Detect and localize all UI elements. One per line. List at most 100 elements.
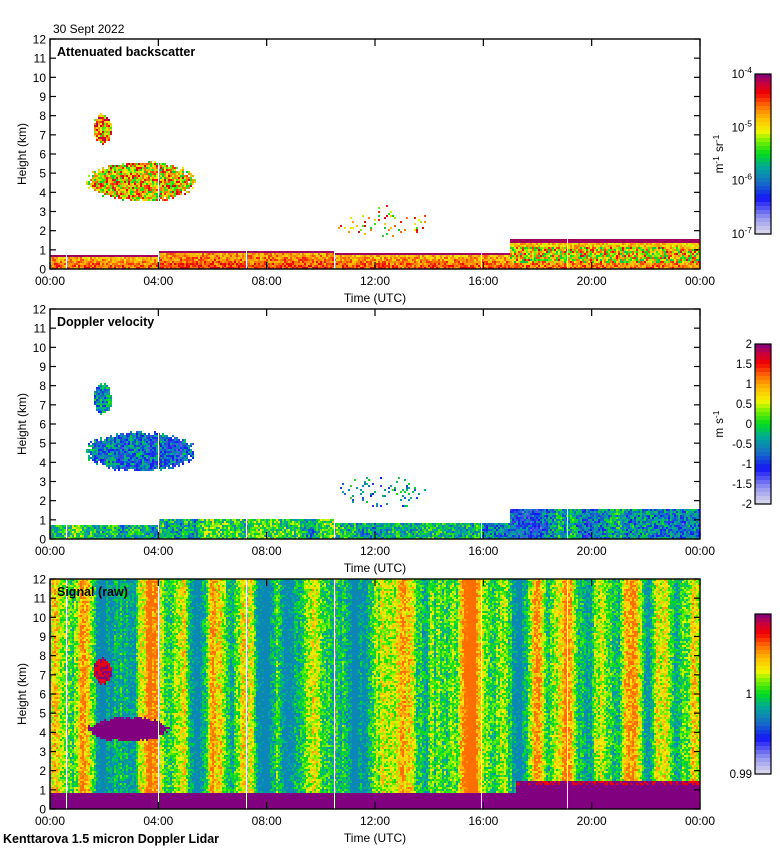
colorbar-swatch [755, 480, 771, 485]
x-tick-label: 08:00 [252, 544, 282, 558]
colorbar-swatch [755, 360, 771, 365]
x-tick-label: 16:00 [468, 544, 498, 558]
y-tick-label: 6 [39, 148, 46, 162]
colorbar-swatch [755, 210, 771, 215]
colorbar-swatch [755, 162, 771, 167]
colorbar-swatch [755, 766, 771, 771]
colorbar-swatch [755, 364, 771, 369]
backscatter-panel: Attenuated backscatter012345678910111200… [15, 33, 772, 305]
unit-exponent: -1 [711, 134, 721, 142]
colorbar-swatch [755, 174, 771, 179]
colorbar-swatch [755, 182, 771, 187]
y-tick-label: 9 [39, 90, 46, 104]
colorbar-swatch [755, 86, 771, 91]
colorbar-swatch [755, 448, 771, 453]
backscatter-y-axis-title: Height (km) [15, 123, 29, 185]
colorbar-swatch [755, 754, 771, 759]
colorbar-swatch [755, 90, 771, 95]
colorbar-tick-base: 10 [732, 229, 745, 241]
x-tick-label: 08:00 [252, 814, 282, 828]
colorbar-swatch [755, 730, 771, 735]
colorbar-swatch [755, 110, 771, 115]
y-tick-label: 2 [39, 494, 46, 508]
x-tick-label: 12:00 [360, 544, 390, 558]
x-tick-label: 00:00 [35, 274, 65, 288]
colorbar-swatch [755, 186, 771, 191]
colorbar-tick-label: 0.5 [736, 399, 752, 411]
x-tick-label: 20:00 [577, 814, 607, 828]
colorbar-tick-exponent: -5 [744, 118, 752, 128]
y-tick-label: 6 [39, 418, 46, 432]
colorbar-swatch [755, 348, 771, 353]
colorbar-swatch [755, 150, 771, 155]
colorbar-swatch [755, 134, 771, 139]
colorbar-swatch [755, 194, 771, 199]
velocity-title: Doppler velocity [57, 315, 154, 329]
y-tick-label: 4 [39, 186, 46, 200]
colorbar-swatch [755, 368, 771, 373]
colorbar-swatch [755, 344, 771, 349]
colorbar-tick-label: 10-7 [732, 225, 753, 241]
y-tick-label: 12 [33, 573, 47, 587]
y-tick-label: 11 [34, 592, 47, 606]
colorbar-swatch [755, 666, 771, 671]
y-tick-label: 9 [39, 360, 46, 374]
colorbar-swatch [755, 634, 771, 639]
y-tick-label: 1 [39, 513, 46, 527]
velocity-plot-frame [49, 308, 701, 540]
y-tick-label: 2 [39, 224, 46, 238]
colorbar-tick-base: -1 [742, 459, 752, 471]
y-tick-label: 7 [39, 668, 46, 682]
colorbar-tick-label: 1 [746, 379, 752, 391]
colorbar-swatch [755, 746, 771, 751]
colorbar-tick-base: -0.5 [732, 439, 752, 451]
colorbar-swatch [755, 408, 771, 413]
colorbar-swatch [755, 392, 771, 397]
y-tick-label: 10 [33, 341, 47, 355]
colorbar-tick-exponent: -4 [744, 65, 752, 75]
colorbar-swatch [755, 142, 771, 147]
colorbar-swatch [755, 630, 771, 635]
colorbar-swatch [755, 380, 771, 385]
y-tick-label: 1 [39, 243, 46, 257]
colorbar-swatch [755, 738, 771, 743]
colorbar-unit-label: ms-1 [711, 410, 726, 437]
colorbar-swatch [755, 678, 771, 683]
signal-heatmap [50, 579, 700, 809]
x-tick-label: 04:00 [143, 814, 173, 828]
colorbar-tick-base: 0 [746, 419, 752, 431]
y-tick-label: 0 [39, 803, 46, 817]
x-tick-label: 12:00 [360, 814, 390, 828]
colorbar-tick-label: -0.5 [732, 439, 752, 451]
signal-colorbar: 10.99 [730, 613, 772, 781]
colorbar-tick-label: -1.5 [732, 479, 752, 491]
colorbar-swatch [755, 642, 771, 647]
instrument-label: Kenttarova 1.5 micron Doppler Lidar [3, 832, 219, 846]
colorbar-swatch [755, 372, 771, 377]
y-tick-label: 8 [39, 109, 46, 123]
y-tick-label: 5 [39, 167, 46, 181]
velocity-colorbar: 21.510.50-0.5-1-1.5-2ms-1 [711, 339, 772, 511]
colorbar-swatch [755, 114, 771, 119]
colorbar-tick-base: 0.5 [736, 399, 752, 411]
unit-exponent: -1 [711, 156, 721, 164]
y-tick-label: 11 [34, 322, 47, 336]
colorbar-swatch [755, 404, 771, 409]
colorbar-tick-label: 0.99 [730, 769, 752, 781]
colorbar-swatch [755, 460, 771, 465]
signal-y-axis-title: Height (km) [15, 663, 29, 725]
signal-plot-frame [49, 578, 701, 810]
colorbar-tick-label: -2 [742, 499, 752, 511]
colorbar-swatch [755, 484, 771, 489]
signal-x-axis-title: Time (UTC) [344, 831, 406, 845]
colorbar-swatch [755, 694, 771, 699]
colorbar-swatch [755, 758, 771, 763]
colorbar-swatch [755, 670, 771, 675]
y-tick-label: 5 [39, 437, 46, 451]
colorbar-swatch [755, 472, 771, 477]
colorbar-tick-label: 10-5 [732, 118, 753, 134]
colorbar-swatch [755, 198, 771, 203]
colorbar-swatch [755, 654, 771, 659]
